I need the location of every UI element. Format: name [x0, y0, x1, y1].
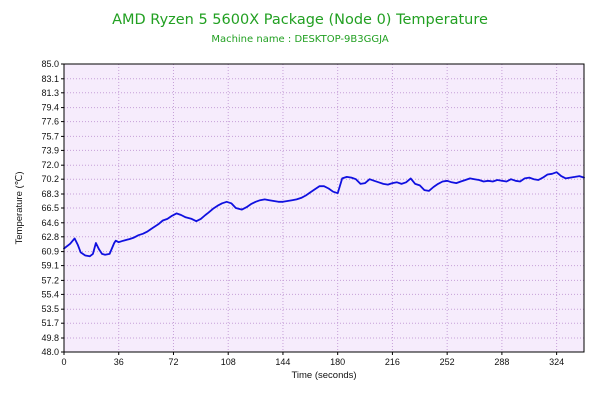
- grid-lines: [64, 64, 584, 352]
- y-tick-label: 53.5: [41, 304, 59, 314]
- y-tick-label: 51.7: [41, 318, 59, 328]
- x-tick-label: 0: [61, 357, 66, 367]
- y-tick-label: 48.0: [41, 347, 59, 357]
- y-tick-label: 66.5: [41, 203, 59, 213]
- chart-subtitle: Machine name : DESKTOP-9B3GGJA: [211, 34, 389, 45]
- series-layer: [63, 171, 585, 258]
- x-tick-label: 324: [549, 357, 564, 367]
- x-tick-label: 36: [114, 357, 124, 367]
- x-tick-label: 288: [494, 357, 509, 367]
- y-tick-label: 79.4: [41, 103, 59, 113]
- chart-title: AMD Ryzen 5 5600X Package (Node 0) Tempe…: [112, 12, 488, 28]
- y-tick-label: 57.2: [41, 275, 59, 285]
- x-tick-label: 180: [330, 357, 345, 367]
- plot-frame: [63, 63, 585, 353]
- plot-area: [64, 64, 584, 352]
- x-tick-label: 252: [440, 357, 455, 367]
- y-axis-ticks: 48.0 49.8 51.7 53.5 55.4 57.2 59.1 60.9 62.8 64.6…: [41, 59, 64, 357]
- y-tick-label: 75.7: [41, 131, 59, 141]
- x-tick-label: 72: [168, 357, 178, 367]
- y-axis-label: Temperature (℃): [14, 172, 25, 245]
- x-tick-label: 108: [221, 357, 236, 367]
- series-line-temperature: [63, 171, 585, 258]
- y-tick-label: 49.8: [41, 333, 59, 343]
- y-tick-label: 64.6: [41, 218, 59, 228]
- x-tick-label: 216: [385, 357, 400, 367]
- y-tick-label: 85.0: [41, 59, 59, 69]
- y-tick-label: 72.0: [41, 160, 59, 170]
- x-axis-label: Time (seconds): [291, 370, 356, 381]
- y-tick-label: 81.3: [41, 88, 59, 98]
- y-tick-label: 73.9: [41, 145, 59, 155]
- y-tick-label: 68.3: [41, 189, 59, 199]
- y-tick-label: 62.8: [41, 232, 59, 242]
- y-tick-label: 70.2: [41, 174, 59, 184]
- y-tick-label: 60.9: [41, 247, 59, 257]
- y-tick-label: 55.4: [41, 289, 59, 299]
- x-tick-label: 144: [275, 357, 290, 367]
- y-tick-label: 59.1: [41, 261, 59, 271]
- y-tick-label: 77.6: [41, 117, 59, 127]
- y-tick-label: 83.1: [41, 74, 59, 84]
- x-axis-ticks: 0 36 72 108 144 180 216 252 288 324: [61, 352, 564, 367]
